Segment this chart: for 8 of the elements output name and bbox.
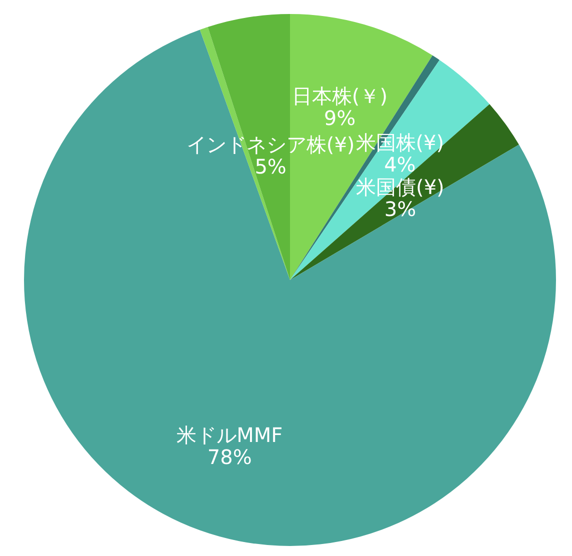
slice-label: 米ドルMMF: [176, 422, 283, 447]
data-label: 4%: [384, 152, 416, 177]
slice-label: 日本株(￥): [292, 84, 388, 108]
data-label: 78%: [207, 444, 252, 469]
data-label: 9%: [324, 106, 356, 130]
data-label: 5%: [254, 154, 286, 179]
slice-label: 米国債(¥): [356, 175, 444, 200]
slice-label: インドネシア株(¥): [186, 132, 355, 157]
